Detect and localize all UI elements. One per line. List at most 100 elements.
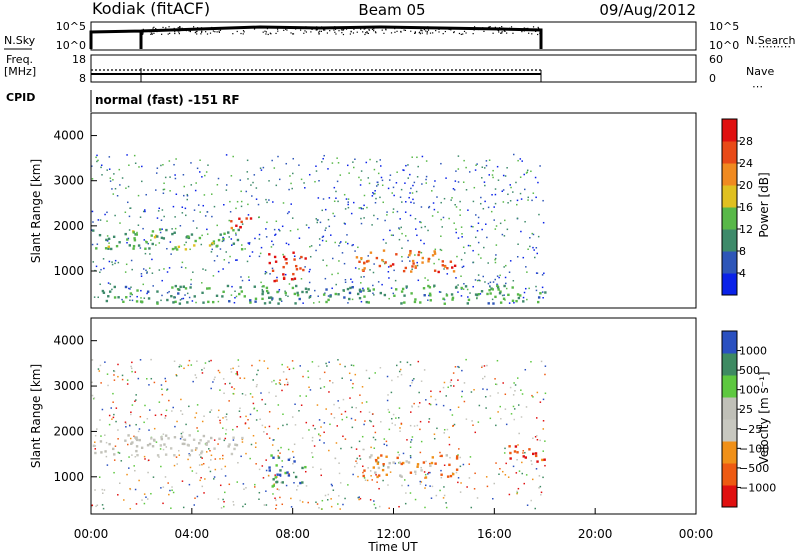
echo-cell	[402, 461, 405, 465]
nsky-point	[178, 31, 180, 33]
echo-cell	[393, 294, 396, 297]
nsky-point	[501, 26, 503, 28]
scatter-cell	[467, 209, 469, 211]
scatter-cell	[327, 493, 330, 496]
echo-cell	[409, 249, 412, 253]
scatter-cell	[186, 292, 189, 295]
scatter-cell	[274, 234, 276, 236]
scatter-cell	[111, 418, 113, 420]
scatter-cell	[213, 259, 216, 262]
echo-cell	[223, 232, 226, 235]
scatter-cell	[512, 405, 515, 408]
scatter-cell	[186, 194, 189, 197]
scatter-cell	[519, 176, 522, 178]
nsky-point	[324, 27, 326, 30]
scatter-cell	[121, 374, 124, 377]
scatter-cell	[312, 466, 314, 469]
echo-cell	[419, 301, 422, 304]
nsky-point	[477, 28, 480, 31]
nsky-point	[539, 32, 541, 34]
scatter-cell	[434, 180, 436, 182]
scatter-cell	[420, 440, 423, 443]
scatter-cell	[163, 215, 165, 218]
scatter-cell	[217, 416, 220, 418]
colorbar-tick-label: −500	[739, 462, 769, 475]
scatter-cell	[427, 299, 429, 301]
scatter-cell	[95, 505, 97, 508]
echo-cell	[182, 285, 185, 289]
echo-cell	[277, 456, 281, 459]
scatter-cell	[182, 438, 185, 441]
scatter-cell	[409, 260, 411, 262]
echo-cell	[171, 247, 175, 251]
colorbar-segment	[722, 397, 737, 420]
scatter-cell	[535, 468, 538, 470]
scatter-cell	[457, 481, 459, 484]
scatter-cell	[292, 157, 295, 160]
scatter-cell	[506, 167, 508, 169]
scatter-cell	[473, 488, 476, 490]
scatter-cell	[445, 177, 447, 179]
scatter-cell	[333, 416, 336, 419]
scatter-cell	[113, 459, 116, 461]
scatter-cell	[522, 452, 524, 454]
echo-cell	[499, 301, 503, 304]
scatter-cell	[217, 300, 220, 303]
echo-cell	[455, 468, 459, 471]
scatter-cell	[267, 474, 270, 477]
scatter-cell	[313, 302, 315, 304]
scatter-cell	[504, 175, 507, 177]
scatter-cell	[317, 197, 320, 199]
scatter-cell	[106, 211, 108, 214]
scatter-cell	[178, 365, 181, 368]
scatter-cell	[244, 422, 247, 424]
scatter-cell	[160, 384, 163, 386]
scatter-cell	[372, 413, 374, 415]
nsky-point	[425, 30, 427, 32]
echo-cell	[444, 265, 447, 268]
nsky-point	[435, 29, 437, 32]
nsky-point	[149, 31, 151, 33]
nsky-point	[155, 28, 157, 30]
scatter-cell	[424, 484, 427, 487]
echo-cell	[507, 293, 510, 297]
echo-cell	[358, 296, 362, 300]
scatter-cell	[452, 187, 455, 190]
scatter-cell	[102, 492, 104, 494]
scatter-cell	[499, 405, 501, 408]
echo-cell	[216, 244, 219, 248]
echo-cell	[282, 273, 285, 276]
scatter-cell	[242, 483, 245, 485]
scatter-cell	[288, 211, 290, 213]
scatter-cell	[372, 425, 375, 427]
scatter-cell	[234, 296, 236, 299]
scatter-cell	[258, 359, 261, 362]
scatter-cell	[329, 423, 331, 426]
scatter-cell	[525, 474, 528, 476]
scatter-cell	[508, 302, 511, 304]
echo-cell	[227, 445, 230, 448]
echo-cell	[391, 263, 395, 266]
scatter-cell	[166, 388, 169, 391]
scatter-cell	[152, 476, 155, 478]
scatter-cell	[237, 365, 240, 368]
echo-cell	[210, 436, 213, 440]
nsky-point	[253, 28, 256, 30]
scatter-cell	[182, 297, 185, 300]
scatter-cell	[348, 172, 350, 174]
echo-cell	[173, 231, 176, 234]
scatter-cell	[174, 174, 176, 176]
nsky-point	[531, 33, 533, 35]
scatter-cell	[416, 261, 418, 264]
echo-cell	[156, 302, 159, 305]
scatter-cell	[228, 219, 230, 222]
scatter-cell	[482, 207, 485, 210]
scatter-cell	[279, 379, 281, 381]
scatter-cell	[544, 365, 547, 367]
scatter-cell	[539, 401, 542, 403]
scatter-cell	[163, 268, 165, 270]
nsky-point	[342, 33, 345, 36]
echo-cell	[108, 442, 111, 446]
scatter-cell	[311, 361, 314, 363]
nsky-point	[492, 32, 494, 34]
